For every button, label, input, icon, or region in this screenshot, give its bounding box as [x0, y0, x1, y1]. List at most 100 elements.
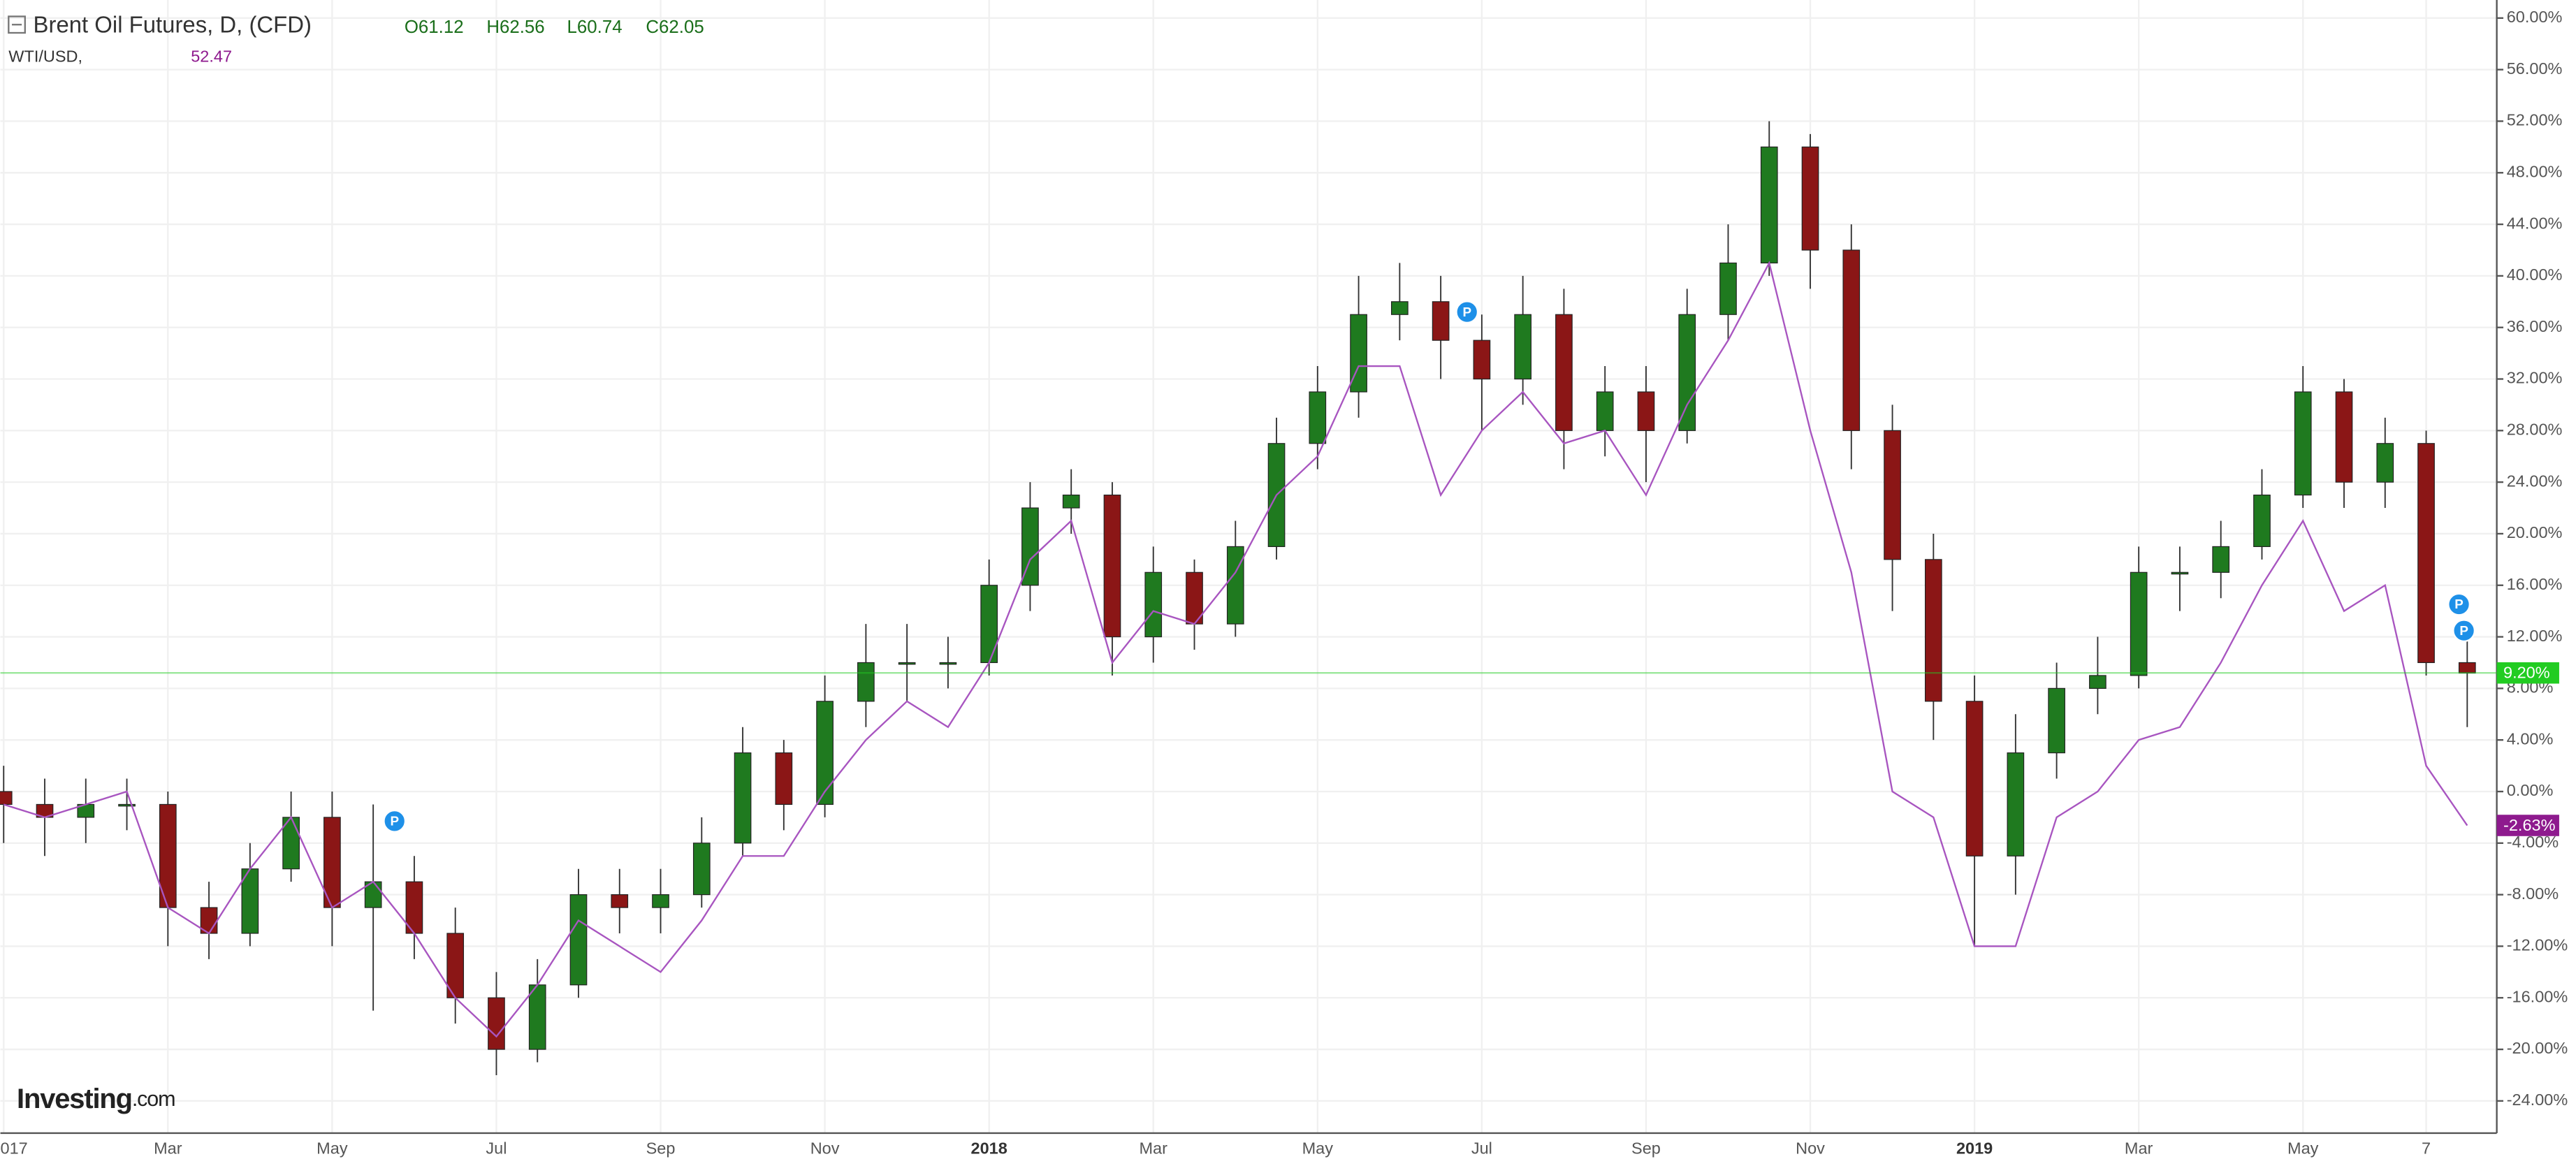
candle-body	[1473, 340, 1491, 380]
candle-body	[1637, 391, 1655, 431]
candle-body	[1062, 494, 1080, 509]
y-tick-label: -12.00%	[2507, 936, 2568, 954]
y-tick-label: 20.00%	[2507, 523, 2563, 541]
candle-body	[816, 701, 834, 806]
last-value-box	[2496, 815, 2559, 836]
ohlc-low: L60.74	[567, 17, 623, 37]
line-series	[3, 261, 2468, 1038]
x-tick-label: Sep	[1631, 1139, 1661, 1158]
candle-body	[118, 803, 136, 807]
candle-body	[2294, 391, 2312, 496]
grid	[0, 0, 2497, 1133]
y-tick-label: -8.00%	[2507, 884, 2559, 903]
candle-body	[734, 752, 752, 844]
candle-body	[775, 752, 793, 806]
candle-body	[1842, 249, 1861, 431]
candle-body	[528, 984, 546, 1050]
candle-body	[1760, 146, 1778, 264]
y-tick-label: 44.00%	[2507, 214, 2563, 232]
y-tick-label: 56.00%	[2507, 59, 2563, 78]
logo: Investing.com	[17, 1084, 175, 1114]
candle-body	[1801, 146, 1819, 251]
y-tick-label: 0.00%	[2507, 781, 2554, 799]
y-tick-label: 32.00%	[2507, 369, 2563, 387]
candle-body	[1226, 546, 1244, 625]
ohlc-open: O61.12	[405, 17, 464, 37]
x-tick-label: May	[2287, 1139, 2319, 1158]
x-tick-label: Mar	[1140, 1139, 1168, 1158]
candle-body	[898, 662, 916, 665]
x-tick-label: 017	[1, 1139, 28, 1158]
x-tick-label: Jul	[1471, 1139, 1492, 1158]
plot	[0, 121, 2476, 1075]
candle-body	[1965, 701, 1984, 857]
candle-body	[2253, 494, 2271, 547]
y-tick-label: 40.00%	[2507, 265, 2563, 284]
ohlc-high: H62.56	[486, 17, 544, 37]
marker	[383, 809, 407, 833]
x-tick-label: 2018	[971, 1139, 1007, 1158]
y-tick-label: 24.00%	[2507, 472, 2563, 490]
candle-body	[1432, 301, 1450, 341]
candle-body	[857, 662, 875, 702]
marker-label: P	[390, 813, 399, 828]
candle-body	[2007, 752, 2025, 857]
x-tick-label: Mar	[154, 1139, 182, 1158]
candle-body	[1719, 262, 1737, 315]
candle-body	[2458, 662, 2476, 673]
candle-body	[1884, 430, 1901, 560]
y-tick-label: 28.00%	[2507, 421, 2563, 439]
y-tick-label: -16.00%	[2507, 987, 2568, 1005]
candle-body	[980, 585, 998, 664]
y-tick-label: 4.00%	[2507, 729, 2554, 748]
x-tick-label: 2019	[1956, 1139, 1993, 1158]
candle-body	[611, 894, 629, 908]
last-value-label: 9.20%	[2503, 664, 2550, 682]
marker-label: P	[1462, 305, 1471, 319]
y-tick-label: 36.00%	[2507, 317, 2563, 335]
last-value-label: -2.63%	[2503, 816, 2556, 834]
x-tick-label: Jul	[486, 1139, 507, 1158]
y-tick-label: 16.00%	[2507, 575, 2563, 593]
x-tick-label: May	[1302, 1139, 1334, 1158]
candle-body	[1144, 571, 1163, 638]
y-tick-label: 52.00%	[2507, 111, 2563, 129]
candle-body	[2212, 546, 2230, 573]
candle-body	[1555, 314, 1573, 431]
candle-body	[2171, 571, 2189, 575]
marker	[2452, 619, 2476, 643]
collapse-icon[interactable]	[8, 15, 26, 34]
second-series-value: 52.47	[191, 47, 232, 65]
second-series-name: WTI/USD,	[8, 47, 82, 65]
x-tick-label: Nov	[1796, 1139, 1825, 1158]
candle-body	[569, 894, 588, 986]
y-tick-label: 48.00%	[2507, 162, 2563, 180]
candle-body	[692, 843, 711, 896]
logo-main: Investing	[17, 1084, 132, 1114]
marker-label: P	[2454, 597, 2464, 611]
marker	[1455, 300, 1479, 324]
x-tick-label: May	[316, 1139, 348, 1158]
candle-body	[1678, 314, 1696, 431]
candle-body	[0, 791, 13, 806]
candle-body	[939, 662, 957, 665]
y-tick-label: -20.00%	[2507, 1039, 2568, 1057]
candle-body	[2048, 687, 2065, 754]
x-tick-label: Sep	[646, 1139, 676, 1158]
candle-body	[1596, 391, 1614, 431]
candle-body	[1514, 314, 1531, 380]
chart-title: Brent Oil Futures, D, (CFD)	[34, 11, 312, 37]
x-tick-label: 7	[2422, 1139, 2431, 1158]
ohlc-close: C62.05	[646, 17, 704, 37]
candle-body	[2417, 443, 2435, 664]
x-tick-label: Mar	[2125, 1139, 2153, 1158]
candle-body	[1350, 314, 1367, 393]
candle-body	[1391, 301, 1409, 315]
x-tick-label: Nov	[810, 1139, 840, 1158]
marker-label: P	[2459, 623, 2468, 638]
last-value-box	[2496, 662, 2559, 684]
marker	[2447, 592, 2471, 616]
candle-body	[652, 894, 669, 908]
